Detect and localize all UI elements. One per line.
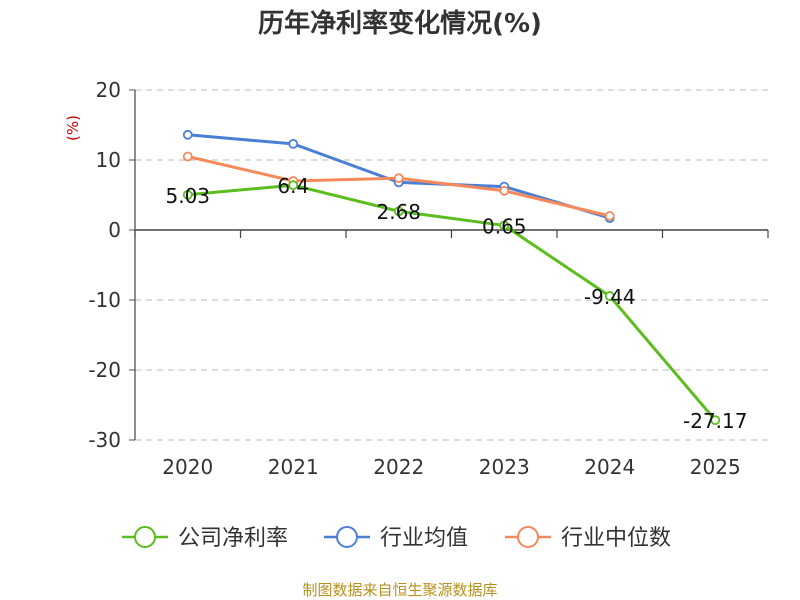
data-label: 6.4 <box>277 174 309 198</box>
data-label: -27.17 <box>683 409 747 433</box>
data-point <box>499 185 510 196</box>
x-tick-label: 2020 <box>162 455 213 479</box>
data-label: 0.65 <box>482 214 527 238</box>
data-point <box>710 415 721 426</box>
y-tick-label: 10 <box>96 148 121 172</box>
legend-marker <box>134 526 156 548</box>
data-label: -9.44 <box>584 285 636 309</box>
x-tick-label: 2022 <box>373 455 424 479</box>
series-line <box>187 183 717 422</box>
legend-label: 行业均值 <box>380 526 468 551</box>
data-point <box>604 291 615 301</box>
y-tick-label: 0 <box>108 218 121 242</box>
legend-marker <box>517 526 539 548</box>
x-tick-label: 2021 <box>268 455 319 479</box>
y-tick-label: -30 <box>88 428 121 452</box>
legend-label: 公司净利率 <box>178 526 288 551</box>
data-point <box>604 211 615 221</box>
x-tick-label: 2025 <box>690 455 741 479</box>
y-tick-label: -10 <box>88 288 121 312</box>
chart-title: 历年净利率变化情况(%) <box>258 8 542 39</box>
y-tick-label: -20 <box>88 358 121 382</box>
data-point <box>288 180 299 191</box>
y-tick-label: 20 <box>96 78 121 102</box>
data-point <box>182 129 193 140</box>
data-point <box>393 206 404 217</box>
x-tick-label: 2023 <box>479 455 530 479</box>
legend-label: 行业中位数 <box>561 526 671 551</box>
x-tick-label: 2024 <box>584 455 635 479</box>
data-point <box>288 138 299 149</box>
data-point <box>182 189 193 200</box>
y-axis-unit: (%) <box>64 115 82 141</box>
data-label: 5.03 <box>165 184 210 208</box>
legend-marker <box>336 526 358 548</box>
data-point <box>182 151 193 162</box>
data-point <box>393 173 404 184</box>
source-note: 制图数据来自恒生聚源数据库 <box>302 581 497 599</box>
data-label: 2.68 <box>376 200 421 224</box>
data-point <box>499 220 510 231</box>
